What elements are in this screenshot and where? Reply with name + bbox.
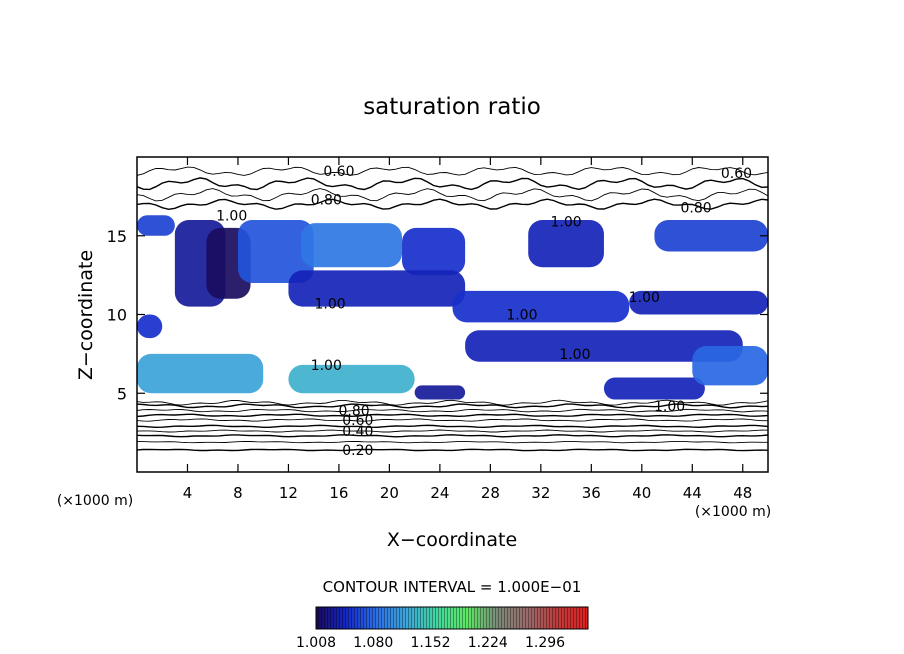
contour-line [137,198,768,211]
colorbar-tick-label: 1.008 [296,635,336,651]
contour-line [137,403,768,409]
contour-label: 0.60 [721,166,752,182]
colorbar-hatching [316,607,588,629]
contour-line [137,399,768,406]
colorbar-tick-label: 1.080 [353,635,393,651]
region-4 [237,220,314,283]
x-unit-label-left: (×1000 m) [57,493,133,509]
contour-label: 1.00 [315,296,346,312]
colorbar: 1.008 1.080 1.152 1.224 1.296 [296,606,589,651]
x-tick-label: 36 [582,484,601,502]
contour-line [137,418,768,422]
contour-label: 1.00 [506,308,537,324]
y-tick-label: 15 [107,227,127,246]
contour-line [137,424,768,429]
region-10 [452,290,630,323]
contour-line [137,188,768,202]
contour-labels: 0.60 0.600.80 0.801.00 1.001.00 1.001.001.00… [216,164,752,459]
contour-line [137,448,768,452]
region-11 [629,290,768,315]
x-tick-label: 16 [329,484,348,502]
region-12 [137,314,163,339]
region-6 [402,227,466,276]
x-tick-label: 40 [632,484,651,502]
region-16 [414,385,466,400]
region-13 [465,330,743,362]
x-tick-label: 32 [531,484,550,502]
x-tick-label: 28 [481,484,500,502]
x-tick-label: 48 [733,484,752,502]
region-7 [528,220,604,268]
x-axis-label: X−coordinate [387,529,517,551]
y-tick-label: 10 [107,306,127,325]
region-8 [654,220,768,252]
colorbar-frame [315,606,589,630]
colorbar-tick-label: 1.224 [468,635,508,651]
contour-line [137,408,768,413]
contour-label: 1.00 [629,290,660,306]
region-18 [692,346,768,386]
x-axis-ticks: 4 8 12 16 20 24 28 32 36 40 44 48 [183,157,752,502]
contour-label: 0.80 [680,200,711,216]
x-unit-label-right: (×1000 m) [695,504,771,520]
contour-label: 0.20 [342,443,373,459]
region-15 [288,364,415,394]
contour-label: 1.00 [654,399,685,415]
x-tick-label: 4 [183,484,193,502]
chart-title: saturation ratio [363,94,541,120]
colorbar-ticks: 1.008 1.080 1.152 1.224 1.296 [296,635,565,651]
supersaturated-regions [137,215,768,400]
plot-area: 0.60 0.600.80 0.801.00 1.001.00 1.001.001.00… [136,156,769,473]
contour-line [137,177,768,191]
x-tick-label: 44 [683,484,702,502]
contour-label: 1.00 [559,347,590,363]
contour-line [137,413,768,418]
contour-label: 0.40 [342,424,373,440]
contour-label: 0.80 [311,193,342,209]
contour-label: 0.80 [338,404,369,420]
region-17 [603,377,705,400]
contour-line [137,440,768,444]
region-9 [288,270,466,307]
contour-label: 1.00 [311,358,342,374]
contour-line [137,434,768,438]
contour-line [137,166,768,176]
y-axis-label: Z−coordinate [75,250,97,380]
x-tick-label: 8 [233,484,243,502]
contour-lines [137,166,768,452]
colorbar-tick-label: 1.152 [410,635,450,651]
contour-label: 1.00 [550,215,581,231]
x-tick-label: 24 [430,484,449,502]
contour-label: 0.60 [342,413,373,429]
x-tick-label: 20 [380,484,399,502]
contour-label: 0.60 [323,164,354,180]
region-5 [301,223,403,268]
contour-interval-text: CONTOUR INTERVAL = 1.000E−01 [323,578,582,596]
colorbar-tick-label: 1.296 [525,635,565,651]
contour-line [137,429,768,433]
contour-label: 1.00 [216,208,247,224]
x-tick-label: 12 [279,484,298,502]
y-axis-ticks: 5 10 15 [107,227,768,403]
y-tick-label: 5 [117,384,127,403]
region-14 [137,353,264,394]
region-1 [137,215,175,236]
